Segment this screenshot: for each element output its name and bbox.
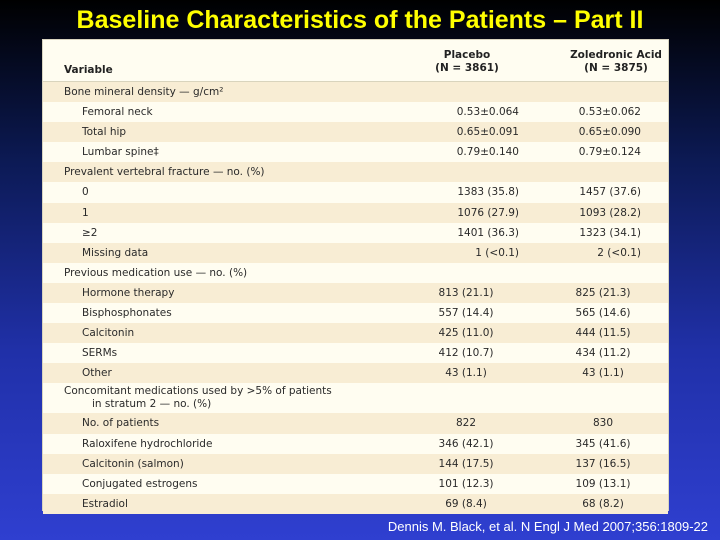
row-label: Femoral neck <box>82 106 153 119</box>
placebo-value: 43 (1.1) <box>445 367 487 380</box>
row-label: Total hip <box>82 126 127 139</box>
row-label: No. of patients <box>82 417 160 430</box>
zoledronic-value: 444 (11.5) <box>575 327 631 340</box>
zoledronic-value: 0.65±0.090 <box>578 126 641 139</box>
header-zoledronic-n: (N = 3875) <box>584 62 648 74</box>
placebo-value: 813 (21.1) <box>438 286 494 299</box>
zoledronic-value: 825 (21.3) <box>575 286 631 299</box>
table-row: Missing data 1 (<0.1) 2 (<0.1) <box>43 242 668 263</box>
table-row: Concomitant medications used by >5% of p… <box>43 383 668 413</box>
row-label: Raloxifene hydrochloride <box>82 437 213 450</box>
zoledronic-value: 43 (1.1) <box>582 367 624 380</box>
table-row: Conjugated estrogens 101 (12.3) 109 (13.1) <box>43 474 668 494</box>
table-row: 0 1383 (35.8) 1457 (37.6) <box>43 182 668 202</box>
zoledronic-value: 109 (13.1) <box>575 477 631 490</box>
table-row: Raloxifene hydrochloride 346 (42.1) 345 (4… <box>43 434 668 454</box>
zoledronic-value: 565 (14.6) <box>575 307 631 320</box>
table-row: Lumbar spine‡ 0.79±0.140 0.79±0.124 <box>43 142 668 162</box>
row-label: Hormone therapy <box>82 286 175 299</box>
zoledronic-value: 830 <box>592 417 614 430</box>
table-row: SERMs 412 (10.7) 434 (11.2) <box>43 343 668 363</box>
table-row: No. of patients 822 830 <box>43 413 668 434</box>
table-row: 1 1076 (27.9) 1093 (28.2) <box>43 202 668 223</box>
placebo-value: 412 (10.7) <box>438 347 494 360</box>
zoledronic-value: 1457 (37.6) <box>579 186 641 199</box>
row-label: Concomitant medications used by >5% of p… <box>64 385 332 411</box>
row-label: Calcitonin <box>82 327 135 340</box>
table-row: ≥2 1401 (36.3) 1323 (34.1) <box>43 223 668 243</box>
placebo-value: 1401 (36.3) <box>457 226 519 239</box>
zoledronic-value: 68 (8.2) <box>582 497 624 510</box>
baseline-table: Variable Placebo (N = 3861) Zoledronic A… <box>42 39 669 514</box>
zoledronic-value: 1323 (34.1) <box>579 226 641 239</box>
table-row: Previous medication use — no. (%) <box>43 263 668 283</box>
row-label: Previous medication use — no. (%) <box>64 266 248 279</box>
placebo-value: 101 (12.3) <box>438 477 494 490</box>
table-row: Estradiol 69 (8.4) 68 (8.2) <box>43 493 668 514</box>
placebo-value: 0.79±0.140 <box>456 146 519 159</box>
zoledronic-value: 2 (<0.1) <box>597 246 641 259</box>
row-label: Calcitonin (salmon) <box>82 457 184 470</box>
row-label-line1: Concomitant medications used by >5% of p… <box>64 385 332 398</box>
table-row: Prevalent vertebral fracture — no. (%) <box>43 162 668 183</box>
header-variable: Variable <box>64 64 113 76</box>
placebo-value: 0.65±0.091 <box>456 126 519 139</box>
zoledronic-value: 0.79±0.124 <box>578 146 641 159</box>
table-body: Bone mineral density — g/cm² Femoral neck… <box>43 82 668 514</box>
table-row: Total hip 0.65±0.091 0.65±0.090 <box>43 122 668 143</box>
row-label: 1 <box>82 206 89 219</box>
row-label: Estradiol <box>82 497 128 510</box>
table-header: Variable Placebo (N = 3861) Zoledronic A… <box>43 40 668 82</box>
placebo-value: 0.53±0.064 <box>456 106 519 119</box>
row-label: Lumbar spine‡ <box>82 146 159 159</box>
row-label-line2: in stratum 2 — no. (%) <box>92 398 212 411</box>
header-placebo-name: Placebo <box>443 49 491 61</box>
slide-title: Baseline Characteristics of the Patients… <box>76 6 644 34</box>
header-placebo: Placebo (N = 3861) <box>407 49 527 75</box>
placebo-value: 69 (8.4) <box>445 497 487 510</box>
row-label: ≥2 <box>82 226 98 239</box>
row-label: 0 <box>82 186 89 199</box>
placebo-value: 1076 (27.9) <box>457 206 519 219</box>
row-label: Prevalent vertebral fracture — no. (%) <box>64 166 265 179</box>
header-zoledronic: Zoledronic Acid (N = 3875) <box>556 49 676 75</box>
placebo-value: 1383 (35.8) <box>457 186 519 199</box>
table-row: Hormone therapy 813 (21.1) 825 (21.3) <box>43 282 668 304</box>
table-row: Calcitonin (salmon) 144 (17.5) 137 (16.5) <box>43 453 668 474</box>
header-placebo-n: (N = 3861) <box>435 62 499 74</box>
zoledronic-value: 1093 (28.2) <box>579 206 641 219</box>
header-zoledronic-name: Zoledronic Acid <box>570 49 662 61</box>
zoledronic-value: 137 (16.5) <box>575 457 631 470</box>
placebo-value: 425 (11.0) <box>438 327 494 340</box>
table-row: Bisphosphonates 557 (14.4) 565 (14.6) <box>43 303 668 323</box>
row-label: Bisphosphonates <box>82 307 172 320</box>
placebo-value: 144 (17.5) <box>438 457 494 470</box>
citation: Dennis M. Black, et al. N Engl J Med 200… <box>387 519 708 534</box>
zoledronic-value: 434 (11.2) <box>575 347 631 360</box>
table-row: Calcitonin 425 (11.0) 444 (11.5) <box>43 323 668 344</box>
placebo-value: 557 (14.4) <box>438 307 494 320</box>
table-row: Other 43 (1.1) 43 (1.1) <box>43 363 668 384</box>
placebo-value: 822 <box>455 417 477 430</box>
table-row: Femoral neck 0.53±0.064 0.53±0.062 <box>43 102 668 122</box>
row-label: Conjugated estrogens <box>82 477 198 490</box>
row-label: Other <box>82 367 112 380</box>
row-label: Bone mineral density — g/cm² <box>64 86 224 98</box>
zoledronic-value: 345 (41.6) <box>575 437 631 450</box>
table-row: Bone mineral density — g/cm² <box>43 82 668 103</box>
row-label: Missing data <box>82 246 149 259</box>
placebo-value: 346 (42.1) <box>438 437 494 450</box>
row-label: SERMs <box>82 347 118 360</box>
zoledronic-value: 0.53±0.062 <box>578 106 641 119</box>
placebo-value: 1 (<0.1) <box>475 246 519 259</box>
